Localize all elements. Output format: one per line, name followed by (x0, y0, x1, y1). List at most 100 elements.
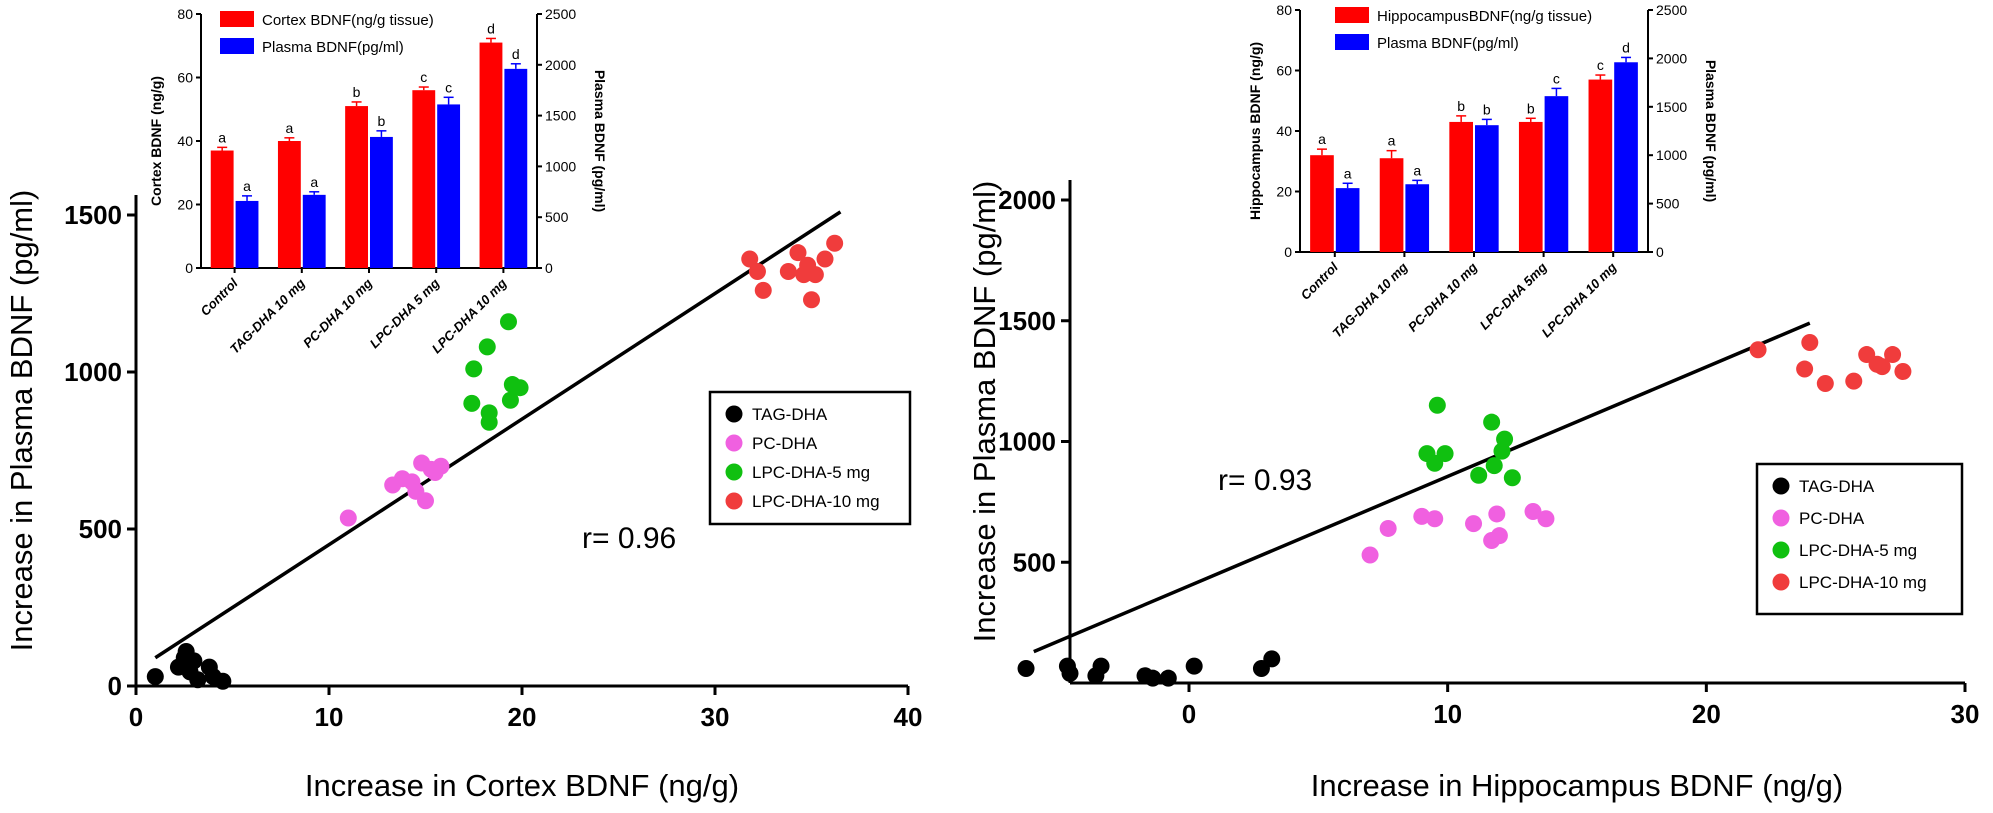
data-point-tag-dha (1017, 660, 1035, 678)
x-axis-title: Increase in Hippocampus BDNF (ng/g) (1311, 768, 1843, 803)
legend-label: LPC-DHA-5 mg (1799, 541, 1917, 560)
bar-y-tick-label: 40 (1276, 123, 1292, 139)
data-point-lpc-dha-10-mg (1801, 333, 1819, 351)
bar-legend-swatch (220, 11, 254, 27)
data-point-lpc-dha-5-mg (1485, 457, 1503, 475)
data-point-tag-dha (1159, 669, 1177, 687)
data-point-lpc-dha-5-mg (1428, 396, 1446, 414)
bar-y-axis-title: Cortex BDNF (ng/g) (148, 76, 164, 206)
bar-y2-tick-label: 1500 (545, 108, 576, 124)
bar-chart-cortex: 0 20 40 60 80 0 500 1000 1500 2000 2500 Cortex BDNF… (148, 6, 608, 357)
legend-box (708, 390, 912, 526)
bar-cortex-bdnf-ng-g-tissue (479, 42, 503, 269)
data-point-pc-dha (1488, 505, 1506, 523)
bar-legend-swatch (1335, 34, 1369, 50)
significance-letter: c (420, 69, 427, 85)
x-tick-label: 10 (1433, 699, 1462, 729)
data-point-lpc-dha-10-mg (1845, 372, 1863, 390)
data-point-lpc-dha-5-mg (1436, 445, 1454, 463)
significance-letter: c (1597, 57, 1604, 73)
x-axis-title: Increase in Cortex BDNF (ng/g) (305, 768, 739, 803)
x-tick-label: 10 (315, 702, 344, 732)
significance-letter: a (310, 174, 318, 190)
x-tick-label: 30 (701, 702, 730, 732)
data-point-pc-dha (1537, 510, 1555, 528)
bar-y2-axis-title: Plasma BDNF (pg/ml) (1703, 60, 1719, 202)
bar-category-label: PC-DHA 10 mg (1405, 259, 1480, 334)
bar-plasma-bdnf-pg-ml (235, 200, 259, 268)
legend-marker (725, 463, 743, 481)
data-point-pc-dha (1524, 503, 1542, 521)
correlation-annotation: r= 0.93 (1218, 464, 1312, 497)
significance-letter: b (353, 84, 361, 100)
data-point-lpc-dha-10-mg (789, 244, 807, 262)
legend-marker (1772, 509, 1790, 527)
significance-letter: d (487, 20, 495, 36)
legend-label: LPC-DHA-5 mg (752, 463, 870, 482)
bar-y2-tick-label: 2000 (545, 57, 576, 73)
bar-y2-tick-label: 0 (1656, 244, 1664, 260)
bar-category-label: Control (1298, 259, 1342, 303)
regression-line (154, 210, 842, 660)
significance-letter: a (243, 178, 251, 194)
bar-y2-tick-label: 1500 (1656, 99, 1687, 115)
bar-plasma-bdnf-pg-ml (1335, 188, 1360, 252)
data-point-pc-dha (1379, 519, 1397, 537)
data-point-lpc-dha-5-mg (1470, 466, 1488, 484)
bar-category-label: LPC-DHA 5mg (1477, 259, 1550, 332)
data-point-lpc-dha-5-mg (465, 360, 483, 378)
bar-legend-label: Plasma BDNF(pg/ml) (1377, 35, 1519, 52)
legend-marker (725, 434, 743, 452)
data-point-pc-dha (426, 463, 444, 481)
bar-y2-axis-title: Plasma BDNF (pg/ml) (592, 70, 608, 212)
bar-y-tick-label: 60 (177, 70, 193, 86)
bar-y2-tick-label: 2000 (1656, 50, 1687, 66)
y-axis-title: Increase in Plasma BDNF (pg/ml) (4, 190, 39, 652)
data-point-tag-dha (1263, 650, 1281, 668)
significance-letter: d (1622, 39, 1630, 55)
data-point-lpc-dha-5-mg (480, 413, 498, 431)
significance-letter: b (1483, 101, 1491, 117)
legend-label: TAG-DHA (752, 405, 828, 424)
bar-y-tick-label: 20 (1276, 184, 1292, 200)
regression-line (1033, 321, 1811, 654)
legend-box (1755, 462, 1964, 616)
bar-y-tick-label: 60 (1276, 63, 1292, 79)
bar-y2-tick-label: 1000 (1656, 147, 1687, 163)
bar-legend-swatch (1335, 7, 1369, 23)
bar-cortex-bdnf-ng-g-tissue (277, 141, 301, 268)
bar-category-label: LPC-DHA 10 mg (1539, 259, 1620, 340)
bar-legend-label: Cortex BDNF(ng/g tissue) (262, 12, 434, 29)
bar-plasma-bdnf-pg-ml (1475, 125, 1499, 252)
data-point-pc-dha (1413, 507, 1431, 525)
data-point-lpc-dha-10-mg (803, 291, 820, 309)
bar-hippocampusbdnf-ng-g-tissue (1379, 158, 1404, 252)
x-tick-label: 0 (129, 702, 143, 732)
data-point-lpc-dha-5-mg (463, 394, 481, 412)
bar-cortex-bdnf-ng-g-tissue (345, 106, 368, 268)
y-tick-label: 0 (108, 671, 122, 701)
legend-marker (1772, 541, 1790, 559)
bar-y-tick-label: 0 (1284, 244, 1292, 260)
bar-y-tick-label: 80 (177, 6, 193, 22)
bar-y-axis-title: Hippocampus BDNF (ng/g) (1247, 42, 1263, 220)
y-tick-label: 1500 (998, 306, 1056, 336)
data-point-tag-dha (1092, 657, 1110, 675)
bar-category-label: LPC-DHA 5 mg (367, 275, 443, 351)
y-tick-label: 1500 (64, 200, 122, 230)
bar-cortex-bdnf-ng-g-tissue (412, 90, 436, 268)
bar-y2-tick-label: 1000 (545, 158, 576, 174)
y-tick-label: 1000 (998, 427, 1056, 457)
significance-letter: b (1527, 100, 1535, 116)
significance-letter: c (445, 79, 452, 95)
data-point-lpc-dha-10-mg (1749, 341, 1767, 359)
significance-letter: a (1413, 162, 1421, 178)
data-point-lpc-dha-10-mg (748, 263, 766, 281)
data-point-tag-dha (189, 671, 207, 689)
data-point-lpc-dha-5-mg (478, 338, 496, 356)
data-point-lpc-dha-5-mg (1483, 413, 1501, 431)
bar-y-tick-label: 20 (177, 197, 193, 213)
data-point-pc-dha (1361, 546, 1379, 564)
data-point-tag-dha (1185, 657, 1203, 675)
